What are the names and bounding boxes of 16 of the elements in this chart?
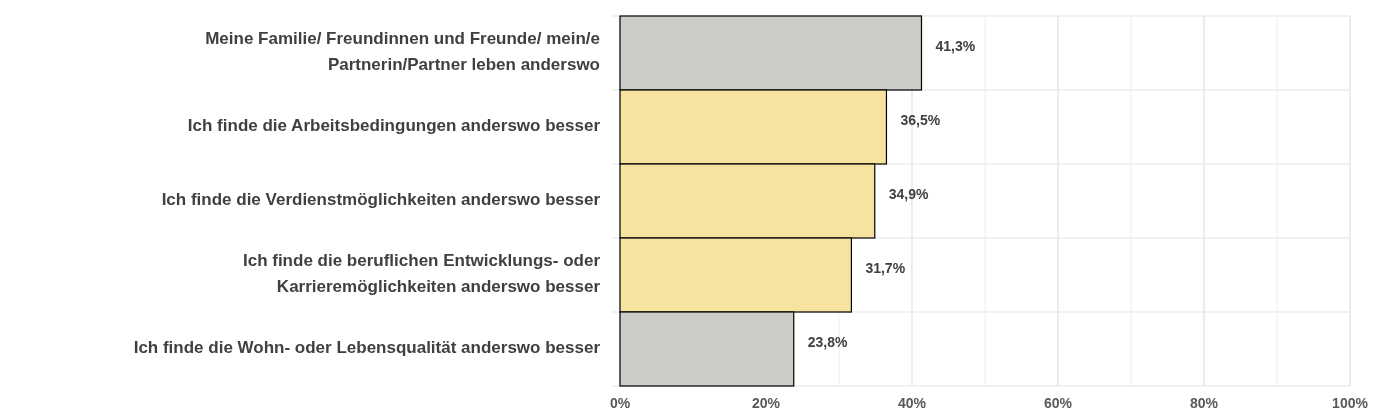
x-tick-label: 20% (751, 395, 781, 411)
data-label: 31,7% (865, 259, 906, 276)
y-tick-label: Ich finde die Wohn- oder Lebensqualität anderswo besser (133, 338, 601, 358)
data-label: 41,3% (935, 37, 976, 54)
x-tick-label: 60% (1043, 395, 1073, 411)
x-tick-label: 100% (1332, 395, 1369, 411)
x-tick-label: 80% (1189, 395, 1219, 411)
data-label: 36,5% (900, 111, 941, 128)
x-tick-label: 0% (609, 395, 631, 411)
y-tick-label: Ich finde die beruflichen Entwicklungs- oder Karrieremöglichkeiten anderswo besser (242, 251, 601, 297)
x-tick-label: 40% (897, 395, 927, 411)
data-label: 34,9% (888, 185, 930, 202)
data-label: 23,8% (807, 333, 848, 350)
y-tick-label: Ich finde die Verdienstmöglichkeiten anderswo besser (161, 190, 601, 210)
y-tick-label: Meine Familie/ Freundinnen und Freunde/ mein/e Partnerin/Partner leben anderswo (205, 29, 600, 75)
y-tick-label: Ich finde die Arbeitsbedingungen anderswo besser (187, 116, 601, 136)
